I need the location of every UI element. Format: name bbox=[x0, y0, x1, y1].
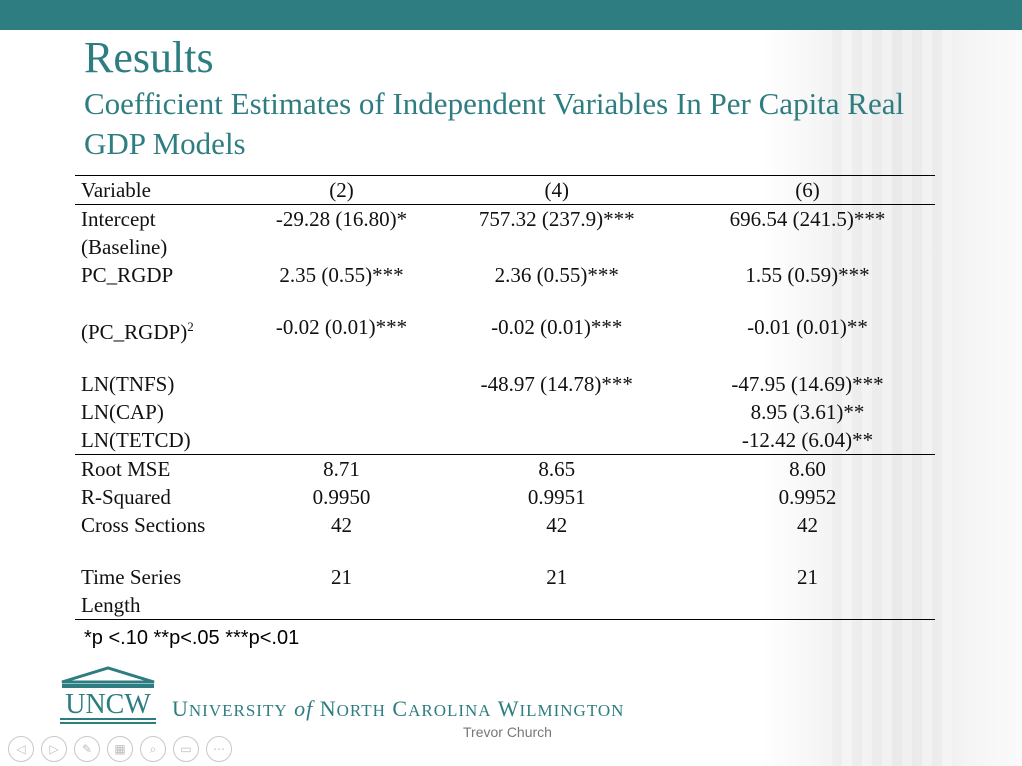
zoom-icon: ⌕ bbox=[149, 741, 157, 756]
slides-icon: ▦ bbox=[114, 742, 126, 756]
table-cell bbox=[434, 426, 681, 455]
table-row: R-Squared 0.9950 0.9951 0.9952 bbox=[75, 483, 935, 511]
table-row: (PC_RGDP)2 -0.02 (0.01)*** -0.02 (0.01)*… bbox=[75, 313, 935, 370]
next-slide-button[interactable]: ▷ bbox=[41, 736, 67, 762]
top-accent-bar bbox=[0, 0, 1022, 30]
table-header-row: Variable (2) (4) (6) bbox=[75, 175, 935, 205]
table-cell: -12.42 (6.04)** bbox=[741, 428, 874, 452]
table-cell: 42 bbox=[546, 513, 568, 537]
table-cell: 1.55 (0.59)*** bbox=[745, 263, 870, 287]
table-cell: 42 bbox=[331, 513, 352, 537]
header-model-2: (2) bbox=[249, 175, 434, 205]
more-icon: ⋯ bbox=[213, 742, 225, 756]
table-cell: 42 bbox=[797, 513, 819, 537]
table-cell: -29.28 (16.80)* bbox=[275, 207, 408, 231]
zoom-button[interactable]: ⌕ bbox=[140, 736, 166, 762]
table-cell bbox=[250, 426, 434, 455]
pen-tool-button[interactable]: ✎ bbox=[74, 736, 100, 762]
row-label: LN(CAP) bbox=[81, 400, 164, 424]
table-cell bbox=[434, 398, 681, 426]
table-cell: 2.36 (0.55)*** bbox=[494, 263, 619, 287]
see-all-slides-button[interactable]: ▦ bbox=[107, 736, 133, 762]
table-row: Intercept -29.28 (16.80)* 757.32 (237.9)… bbox=[75, 205, 935, 234]
table-row: LN(TNFS) -48.97 (14.78)*** -47.95 (14.69… bbox=[75, 370, 935, 398]
row-label: Root MSE bbox=[75, 454, 250, 483]
next-icon: ▷ bbox=[49, 742, 59, 756]
significance-footnote: *p <.10 **p<.05 ***p<.01 bbox=[84, 627, 300, 649]
uncw-logo: UNCW bbox=[60, 666, 156, 724]
table-cell: 21 bbox=[331, 565, 352, 589]
table-cell: -0.02 (0.01)*** bbox=[491, 315, 623, 339]
row-label: Time Series bbox=[81, 565, 182, 589]
table-cell: 21 bbox=[546, 565, 568, 589]
slideshow-controls: ◁ ▷ ✎ ▦ ⌕ ▭ ⋯ bbox=[8, 736, 232, 762]
row-label: Length bbox=[75, 591, 250, 620]
pen-icon: ✎ bbox=[81, 742, 93, 756]
table-row: Time Series 21 21 21 bbox=[75, 563, 935, 591]
table-cell: 0.9951 bbox=[527, 485, 586, 509]
row-label: (PC_RGDP)2 bbox=[81, 319, 194, 344]
table-row: LN(CAP) 8.95 (3.61)** bbox=[75, 398, 935, 426]
row-label: Cross Sections bbox=[81, 513, 206, 537]
table-cell: 2.35 (0.55)*** bbox=[279, 263, 404, 287]
table-cell: -48.97 (14.78)*** bbox=[480, 372, 633, 396]
table-row: (Baseline) bbox=[75, 233, 935, 261]
table-cell bbox=[250, 370, 434, 398]
subtitles-icon: ▭ bbox=[180, 742, 192, 756]
slide-subtitle: Coefficient Estimates of Independent Var… bbox=[84, 86, 905, 161]
table-cell: 8.60 bbox=[680, 454, 935, 483]
table-cell: 757.32 (237.9)*** bbox=[478, 207, 635, 231]
table-cell: -47.95 (14.69)*** bbox=[731, 372, 884, 396]
slide-title: Results bbox=[84, 33, 214, 82]
prev-icon: ◁ bbox=[16, 742, 26, 756]
row-label: Intercept bbox=[81, 207, 156, 231]
subtitles-button[interactable]: ▭ bbox=[173, 736, 199, 762]
results-table: Variable (2) (4) (6) Intercept -29.28 (1… bbox=[75, 175, 935, 620]
row-label: PC_RGDP bbox=[81, 263, 174, 287]
table-cell: 8.71 bbox=[249, 454, 434, 483]
prev-slide-button[interactable]: ◁ bbox=[8, 736, 34, 762]
table-cell: 0.9952 bbox=[778, 485, 837, 509]
table-row: Cross Sections 42 42 42 bbox=[75, 511, 935, 563]
table-cell: 8.95 (3.61)** bbox=[750, 400, 865, 424]
header-variable: Variable bbox=[75, 175, 250, 205]
table-row: LN(TETCD) -12.42 (6.04)** bbox=[75, 426, 935, 455]
presenter-name: Trevor Church bbox=[463, 724, 552, 740]
row-label: (Baseline) bbox=[81, 235, 168, 259]
table-cell: 21 bbox=[797, 565, 819, 589]
table-row: Root MSE 8.71 8.65 8.60 bbox=[75, 454, 935, 483]
table-row: PC_RGDP 2.35 (0.55)*** 2.36 (0.55)*** 1.… bbox=[75, 261, 935, 313]
table-cell: 696.54 (241.5)*** bbox=[729, 207, 886, 231]
header-model-4: (4) bbox=[433, 175, 681, 205]
table-cell: -0.01 (0.01)** bbox=[747, 315, 868, 339]
table-cell: -0.02 (0.01)*** bbox=[275, 315, 408, 339]
row-label: LN(TETCD) bbox=[81, 428, 191, 452]
table-cell: 8.65 bbox=[433, 454, 681, 483]
row-label: R-Squared bbox=[81, 485, 171, 509]
row-label: LN(TNFS) bbox=[81, 372, 175, 396]
university-name: UNIVERSITY of NORTH CAROLINA WILMINGTON bbox=[172, 696, 625, 721]
background-column-image bbox=[762, 30, 1022, 766]
table-cell bbox=[250, 398, 434, 426]
header-model-6: (6) bbox=[680, 175, 935, 205]
table-row: Length bbox=[75, 591, 935, 620]
more-options-button[interactable]: ⋯ bbox=[206, 736, 232, 762]
svg-text:UNCW: UNCW bbox=[65, 689, 151, 720]
table-cell: 0.9950 bbox=[312, 485, 371, 509]
